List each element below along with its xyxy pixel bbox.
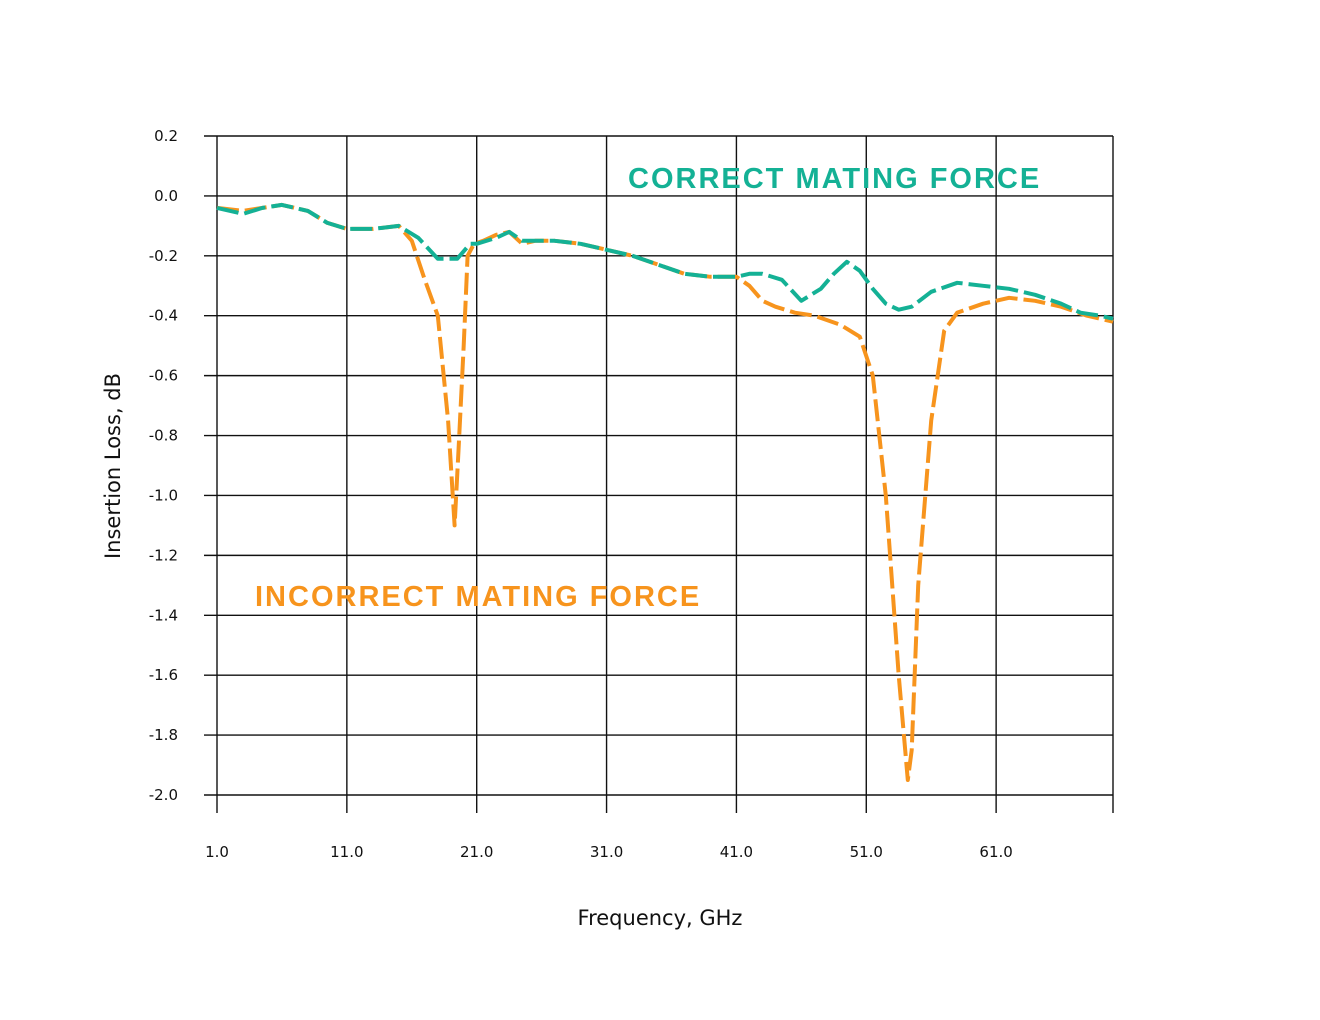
y-tick-label: -0.6	[149, 367, 178, 385]
x-tick-label: 11.0	[330, 843, 363, 861]
y-tick-label: -1.6	[149, 666, 178, 684]
x-tick-label: 31.0	[590, 843, 623, 861]
grid	[204, 135, 1114, 813]
correct-mating-force-line	[216, 202, 1114, 321]
y-tick-label: -0.4	[149, 307, 178, 325]
y-tick-label: 0.2	[154, 127, 178, 145]
x-tick-label: 41.0	[720, 843, 753, 861]
y-tick-label: -1.0	[149, 486, 178, 504]
x-axis-label: Frequency, GHz	[578, 906, 743, 930]
y-tick-label: 0.0	[154, 187, 178, 205]
x-tick-label: 21.0	[460, 843, 493, 861]
y-tick-label: -1.2	[149, 546, 178, 564]
incorrect-mating-force-line	[216, 202, 1114, 782]
y-tick-labels: 0.2 0.0 -0.2 -0.4 -0.6 -0.8 -1.0 -1.2 -1.4 -1.6 -1…	[149, 127, 178, 804]
correct-mating-force-label: CORRECT MATING FORCE	[628, 163, 1041, 195]
x-tick-label: 61.0	[979, 843, 1012, 861]
y-tick-label: -2.0	[149, 786, 178, 804]
x-tick-label: 1.0	[205, 843, 229, 861]
incorrect-mating-force-label: INCORRECT MATING FORCE	[255, 581, 701, 613]
series-lines	[216, 202, 1114, 782]
x-tick-labels: 1.0 11.0 21.0 31.0 41.0 51.0 61.0	[205, 843, 1013, 861]
x-tick-label: 51.0	[850, 843, 883, 861]
y-tick-label: -0.8	[149, 427, 178, 445]
y-tick-label: -1.8	[149, 726, 178, 744]
y-tick-label: -1.4	[149, 606, 178, 624]
y-axis-label: Insertion Loss, dB	[101, 373, 125, 559]
y-tick-label: -0.2	[149, 247, 178, 265]
